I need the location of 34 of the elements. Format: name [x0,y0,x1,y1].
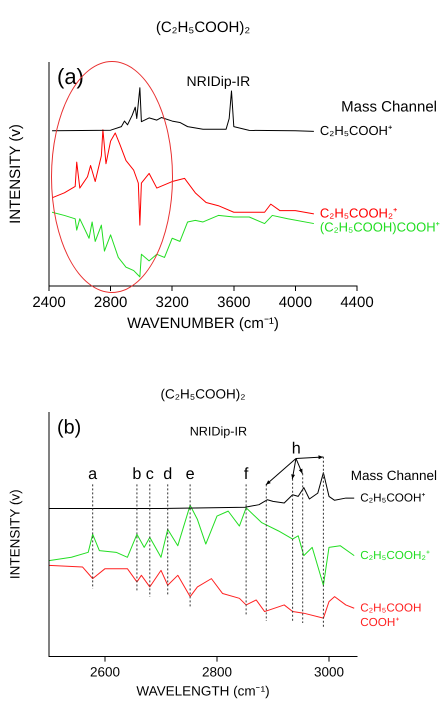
legend-title: Mass Channel [341,98,437,116]
series-label: C₂H₅COOH₂⁺ [320,205,397,220]
y-axis-title: INTENSITY (v) [8,489,23,580]
ref-line-label: d [163,464,172,483]
ref-line-label: c [146,464,154,483]
text: (b) [57,416,82,438]
x-tick-label: 3200 [156,294,189,312]
series-label: C₂H₅COOH COOH⁺ [360,601,422,630]
x-tick-label: 2600 [90,664,120,680]
ref-line-label: b [132,464,142,483]
x-tick-label: 2800 [94,294,128,312]
ref-line-label: f [244,464,249,483]
series-label: C₂H₅COOH⁺ [360,491,426,504]
annotation: NRIDip-IR [186,72,250,89]
text: NRIDip-IR [190,424,248,438]
annotation: (a) [57,64,84,90]
x-axis-title: WAVENUMBER (cm⁻¹) [127,315,279,332]
ref-line-label: a [88,464,98,483]
x-tick-label: 3600 [217,294,250,312]
x-tick-label: 4400 [340,294,374,312]
series-label: (C₂H₅COOH)COOH⁺ [320,219,440,234]
x-tick-label: 2400 [32,294,66,312]
ref-line-label: e [186,464,195,483]
chart-title: (C₂H₅COOH)₂ [160,386,246,402]
legend-title: Mass Channel [350,468,437,484]
text: h [292,440,301,458]
chart-title: (C₂H₅COOH)₂ [156,19,250,36]
x-tick-label: 4000 [278,294,312,312]
series-label: C₂H₅COOH⁺ [320,122,392,138]
y-axis-title: INTENSITY (v) [7,124,24,224]
x-tick-label: 2800 [202,664,232,680]
x-axis-title: WAVELENGTH (cm⁻¹) [136,684,270,699]
series-label: C₂H₅COOH₂⁺ [360,548,430,562]
x-tick-label: 3000 [314,664,344,680]
